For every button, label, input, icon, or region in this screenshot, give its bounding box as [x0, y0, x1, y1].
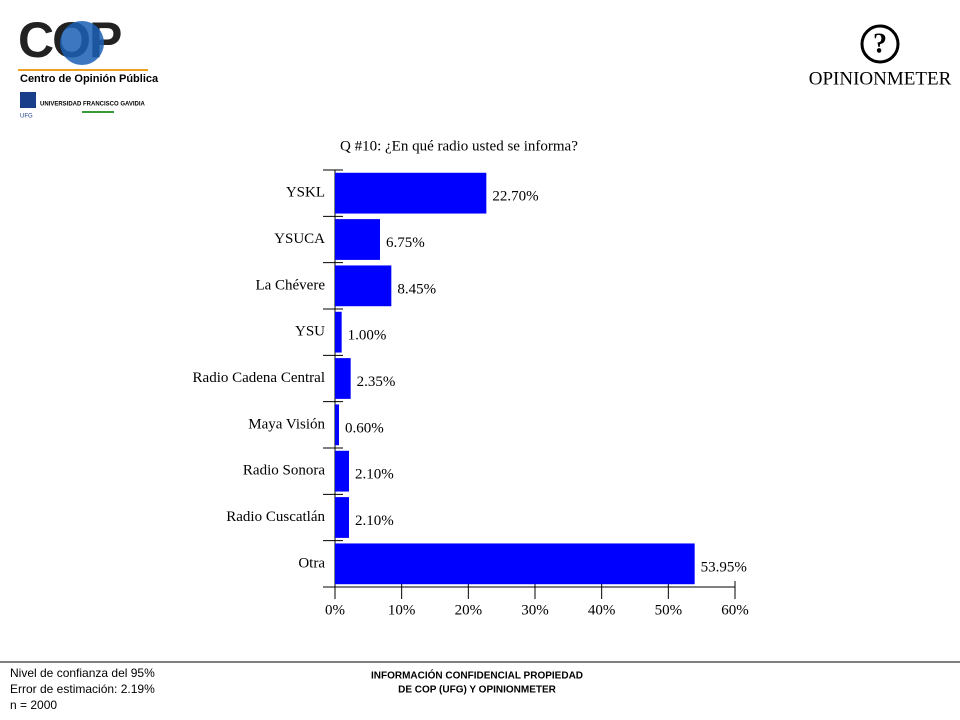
value-label: 2.35%	[357, 374, 396, 390]
cop-logo: COP Centro de Opinión Pública UFG UNIVER…	[18, 12, 159, 120]
bar	[335, 450, 349, 492]
y-tick-label: Radio Cuscatlán	[226, 509, 325, 525]
y-tick-label: YSU	[295, 324, 325, 340]
bar	[335, 358, 351, 399]
x-tick-label: 0%	[325, 602, 345, 618]
ufg-short: UFG	[20, 114, 33, 120]
opinionmeter-logo: ? OPINIONMETER	[809, 24, 952, 89]
bar	[335, 404, 339, 446]
y-tick-label: Radio Sonora	[243, 463, 325, 479]
x-tick-label: 60%	[721, 602, 749, 618]
value-label: 2.10%	[355, 467, 394, 483]
value-label: 53.95%	[701, 559, 747, 575]
logo-symbol: ?	[873, 28, 887, 59]
bar	[335, 219, 380, 260]
confidential: DE COP (UFG) Y OPINIONMETER	[398, 685, 557, 696]
logo-subtitle: Centro de Opinión Pública	[20, 73, 159, 85]
x-tick-label: 30%	[521, 602, 549, 618]
y-tick-label: La Chévere	[255, 277, 325, 293]
chart-title: Q #10: ¿En qué radio usted se informa?	[340, 138, 578, 154]
bar	[335, 497, 349, 538]
bar	[335, 311, 342, 353]
x-tick-label: 10%	[388, 602, 416, 618]
logo-ring	[860, 24, 900, 64]
x-tick-label: 40%	[588, 602, 616, 618]
value-label: 8.45%	[397, 281, 436, 297]
chart: 0% 10% 20% 30% 40% 50% 60% YSKL 22.70% YSUCA 6.75%…	[193, 169, 749, 618]
value-label: 2.10%	[355, 513, 394, 529]
bar	[335, 172, 487, 214]
logo-right-text: OPINIONMETER	[809, 68, 952, 89]
x-tick-label: 50%	[655, 602, 683, 618]
bar	[335, 543, 695, 585]
ufg-shield	[20, 92, 36, 108]
y-tick-label: Radio Cadena Central	[193, 370, 325, 386]
y-tick-label: YSUCA	[274, 231, 325, 247]
y-tick-label: YSKL	[286, 185, 325, 201]
x-tick-label: 20%	[455, 602, 483, 618]
value-label: 0.60%	[345, 420, 384, 436]
footer-note: n = 2000	[10, 698, 57, 712]
footer-note: Nivel de confianza del 95%	[10, 666, 155, 680]
university: UNIVERSIDAD FRANCISCO GAVIDIA	[40, 102, 146, 108]
footer-note: Error de estimación: 2.19%	[10, 682, 155, 696]
confidential: INFORMACIÓN CONFIDENCIAL PROPIEDAD	[371, 669, 583, 682]
value-label: 6.75%	[386, 235, 425, 251]
y-tick-label: Otra	[298, 555, 325, 571]
bar	[335, 265, 392, 307]
value-label: 22.70%	[492, 189, 538, 205]
logo-globe	[60, 21, 104, 65]
value-label: 1.00%	[348, 328, 387, 344]
y-tick-label: Maya Visión	[248, 416, 325, 432]
